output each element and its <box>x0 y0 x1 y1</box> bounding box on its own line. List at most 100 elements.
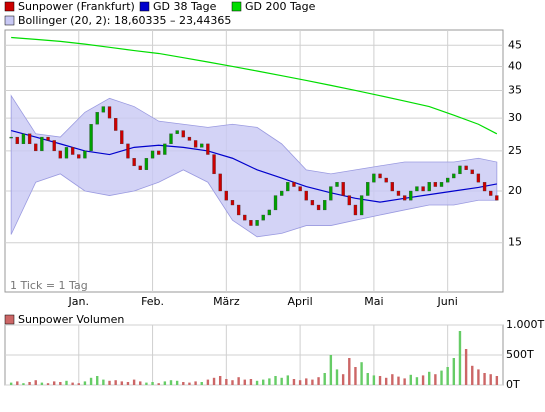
candle <box>193 140 198 148</box>
volume-bar <box>77 383 80 385</box>
volume-bar <box>16 381 19 385</box>
volume-bar <box>483 373 486 385</box>
candle <box>273 195 278 211</box>
candle <box>341 182 345 196</box>
candle <box>298 186 302 192</box>
candle <box>243 214 247 221</box>
candle <box>421 186 425 192</box>
legend-label: Bollinger (20, 2): 18,60335 – 23,44365 <box>18 14 231 27</box>
volume-bar <box>305 378 308 385</box>
candle <box>359 195 364 216</box>
x-tick-label: Mai <box>364 295 383 308</box>
candle <box>261 214 265 221</box>
legend-swatch <box>4 15 15 26</box>
candle <box>230 200 235 206</box>
volume-bar <box>40 382 44 385</box>
candle <box>335 182 339 187</box>
volume-bar <box>102 379 105 385</box>
volume-bar <box>46 383 50 385</box>
volume-title: Sunpower Volumen <box>18 313 124 326</box>
y-tick-label: 35 <box>508 83 522 96</box>
volume-bar <box>341 374 345 385</box>
volume-bar <box>126 382 130 385</box>
volume-bar <box>114 380 117 385</box>
volume-bar <box>194 381 197 385</box>
candle <box>384 177 388 183</box>
candle <box>458 165 462 175</box>
legend-swatch <box>4 1 15 12</box>
volume-bar <box>292 379 296 385</box>
volume-bar <box>34 380 37 385</box>
volume-bar <box>372 375 376 385</box>
x-tick-label: Juni <box>437 295 458 308</box>
volume-bar <box>421 375 425 385</box>
volume-bar <box>495 376 499 385</box>
volume-bar <box>175 380 179 385</box>
volume-bar <box>471 365 474 385</box>
candle <box>476 173 481 183</box>
volume-bar <box>268 378 271 385</box>
candle <box>470 169 474 175</box>
volume-bar <box>132 379 136 385</box>
volume-bar <box>286 375 290 385</box>
candle <box>77 154 81 159</box>
volume-bar <box>335 369 339 385</box>
volume-bar <box>22 383 25 385</box>
candle <box>402 195 407 201</box>
candle <box>181 130 185 138</box>
candle <box>9 136 13 139</box>
candle <box>446 177 450 183</box>
candle <box>138 165 142 170</box>
volume-bar <box>243 379 246 385</box>
candle <box>433 182 438 187</box>
volume-bar <box>169 380 173 385</box>
volume-bar <box>446 367 449 385</box>
candle <box>150 150 155 159</box>
candle <box>15 136 19 145</box>
volume-bar <box>397 376 400 385</box>
candle <box>206 143 210 155</box>
volume-bar <box>384 377 388 385</box>
candle <box>427 182 431 192</box>
candle <box>64 147 69 159</box>
candle <box>34 143 38 152</box>
volume-bar <box>440 370 443 385</box>
candle <box>101 106 106 113</box>
volume-bar <box>225 379 228 385</box>
volume-bar <box>145 382 148 385</box>
y-tick-label: 500T <box>506 348 534 361</box>
volume-bar <box>415 377 419 385</box>
volume-bar <box>360 362 363 385</box>
y-tick-label: 40 <box>508 59 522 72</box>
candle <box>495 195 499 201</box>
candle <box>218 173 222 192</box>
legend-swatch <box>139 1 150 12</box>
volume-bar <box>323 373 326 385</box>
candle <box>323 200 327 211</box>
volume-bar <box>52 381 56 385</box>
x-tick-label: April <box>288 295 313 308</box>
candle <box>21 133 26 145</box>
volume-bar <box>139 381 142 385</box>
y-tick-label: 1.000T <box>506 318 544 331</box>
volume-bar <box>311 379 314 385</box>
volume-bar <box>96 376 99 385</box>
candle <box>224 190 228 201</box>
candle <box>452 173 456 179</box>
annotation: 1 Tick = 1 Tag <box>10 279 88 292</box>
volume-bar <box>231 380 234 385</box>
candle <box>292 182 296 187</box>
legend-swatch <box>231 1 242 12</box>
candle <box>353 204 358 216</box>
volume-bar <box>206 379 210 385</box>
volume-bar <box>65 380 68 385</box>
volume-bar <box>151 382 154 385</box>
volume-bar <box>255 380 259 385</box>
legend-swatch <box>4 314 15 325</box>
volume-bar <box>329 355 333 385</box>
volume-bar <box>28 382 31 385</box>
candle <box>46 136 50 141</box>
y-tick-label: 15 <box>508 236 522 249</box>
volume-bar <box>89 377 93 385</box>
volume-bar <box>212 377 216 385</box>
